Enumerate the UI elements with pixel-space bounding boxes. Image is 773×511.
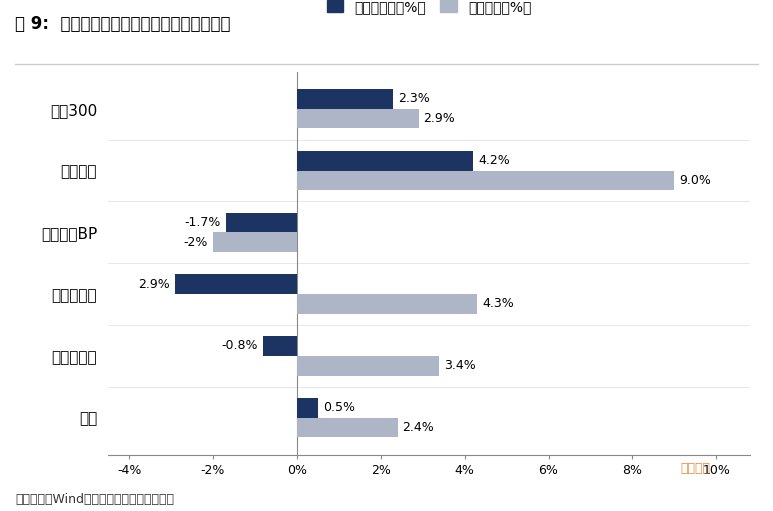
- Bar: [297, 109, 418, 128]
- Bar: [226, 213, 297, 233]
- Bar: [297, 294, 477, 314]
- Text: 河南龙网: 河南龙网: [681, 462, 710, 475]
- Text: 4.3%: 4.3%: [482, 297, 514, 311]
- Legend: 周涨跌幅度（%）, 月涨跌幅（%）: 周涨跌幅度（%）, 月涨跌幅（%）: [321, 0, 537, 19]
- Text: 4.2%: 4.2%: [478, 154, 510, 167]
- Text: 数据来源：Wind、国信证券经济研究所整理: 数据来源：Wind、国信证券经济研究所整理: [15, 493, 175, 506]
- Bar: [297, 417, 397, 437]
- Text: -2%: -2%: [184, 236, 208, 249]
- Text: 2.4%: 2.4%: [403, 421, 434, 434]
- Text: -1.7%: -1.7%: [184, 216, 220, 229]
- Text: -0.8%: -0.8%: [222, 339, 258, 353]
- Bar: [297, 398, 318, 417]
- Bar: [297, 356, 440, 376]
- Bar: [297, 151, 473, 171]
- Text: 2.9%: 2.9%: [424, 112, 455, 125]
- Text: 0.5%: 0.5%: [323, 401, 355, 414]
- Bar: [297, 171, 674, 190]
- Text: 2.3%: 2.3%: [398, 92, 430, 105]
- Text: 图 9:  最近一周（一月）大类资产价格涨跌幅: 图 9: 最近一周（一月）大类资产价格涨跌幅: [15, 15, 231, 33]
- Bar: [264, 336, 297, 356]
- Text: 2.9%: 2.9%: [138, 277, 170, 291]
- Text: 3.4%: 3.4%: [444, 359, 476, 372]
- Bar: [175, 274, 297, 294]
- Bar: [213, 233, 297, 252]
- Text: 9.0%: 9.0%: [679, 174, 711, 187]
- Bar: [297, 89, 393, 109]
